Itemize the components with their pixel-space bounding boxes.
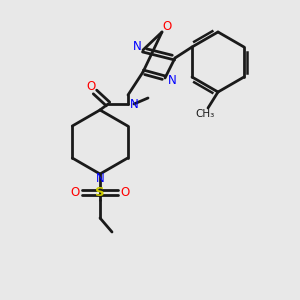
Text: O: O — [86, 80, 96, 92]
Text: O: O — [70, 185, 80, 199]
Text: N: N — [133, 40, 141, 52]
Text: O: O — [162, 20, 172, 34]
Text: N: N — [130, 98, 138, 110]
Text: O: O — [120, 185, 130, 199]
Text: N: N — [96, 172, 104, 185]
Text: S: S — [95, 185, 105, 199]
Text: CH₃: CH₃ — [195, 109, 214, 119]
Text: N: N — [168, 74, 176, 88]
